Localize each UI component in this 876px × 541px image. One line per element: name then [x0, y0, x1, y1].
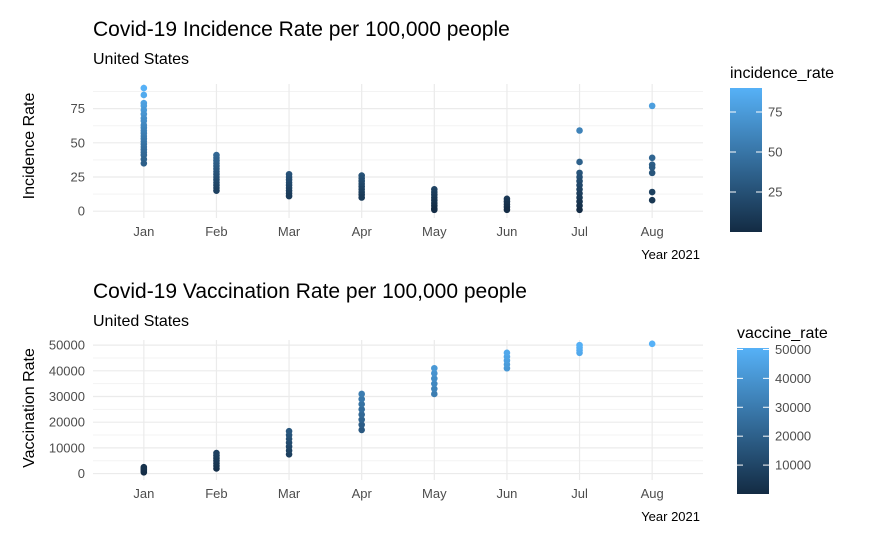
x-tick-label: May: [422, 224, 447, 239]
x-tick-label: Jul: [571, 486, 588, 501]
data-point: [431, 375, 438, 382]
data-point: [431, 380, 438, 387]
legend-tick-label: 50: [768, 145, 782, 160]
legend-tick-label: 40000: [775, 371, 811, 386]
data-point: [576, 341, 583, 349]
y-axis-label: Incidence Rate: [21, 93, 38, 200]
x-tick-label: Mar: [278, 486, 301, 501]
color-bar: [730, 88, 762, 232]
x-axis-label: Year 2021: [641, 509, 700, 524]
data-point: [648, 169, 656, 177]
data-point: [648, 188, 656, 196]
legend-tick-label: 30000: [775, 400, 811, 415]
data-point: [213, 449, 220, 457]
data-point: [285, 427, 293, 435]
x-tick-label: Apr: [352, 486, 373, 501]
vaccination-chart: Covid-19 Vaccination Rate per 100,000 pe…: [21, 280, 828, 524]
y-axis-label: Vaccination Rate: [21, 348, 38, 468]
data-point: [140, 91, 148, 99]
chart-subtitle: United States: [93, 51, 189, 68]
x-tick-label: Jul: [571, 224, 588, 239]
legend-tick-label: 75: [768, 105, 782, 120]
data-point: [431, 390, 438, 398]
data-point: [358, 395, 365, 403]
data-point: [358, 406, 365, 413]
data-point: [503, 349, 511, 357]
data-point: [648, 102, 656, 110]
y-tick-label: 50: [71, 135, 85, 150]
data-point: [140, 160, 148, 167]
legend-title: incidence_rate: [730, 65, 834, 82]
chart-title: Covid-19 Incidence Rate per 100,000 peop…: [93, 18, 510, 41]
x-axis-label: Year 2021: [641, 247, 700, 262]
data-point: [213, 187, 220, 194]
data-point: [358, 426, 365, 434]
x-tick-label: Aug: [641, 486, 664, 501]
y-tick-label: 0: [78, 466, 85, 481]
x-tick-label: Jun: [496, 224, 517, 239]
data-point: [431, 206, 438, 214]
x-tick-label: Mar: [278, 224, 301, 239]
y-tick-label: 40000: [49, 363, 85, 378]
chart-subtitle: United States: [93, 313, 189, 330]
color-bar: [737, 348, 769, 494]
legend-tick-label: 10000: [775, 458, 811, 473]
y-tick-label: 30000: [49, 389, 85, 404]
data-point: [358, 411, 365, 418]
x-tick-label: Aug: [641, 224, 664, 239]
y-tick-label: 75: [71, 101, 85, 116]
incidence-chart: Covid-19 Incidence Rate per 100,000 peop…: [21, 18, 834, 262]
data-point: [431, 364, 438, 372]
x-tick-label: Apr: [352, 224, 373, 239]
data-point: [285, 192, 293, 200]
legend-tick-label: 20000: [775, 429, 811, 444]
data-point: [576, 158, 583, 166]
legend-tick-label: 25: [768, 185, 782, 200]
data-point: [648, 154, 656, 162]
data-point: [358, 390, 365, 398]
y-tick-label: 25: [71, 169, 85, 184]
y-tick-label: 20000: [49, 415, 85, 430]
data-point: [503, 206, 511, 214]
data-point: [576, 206, 583, 214]
data-point: [648, 340, 656, 348]
data-point: [358, 416, 365, 423]
y-tick-label: 10000: [49, 440, 85, 455]
chart-title: Covid-19 Vaccination Rate per 100,000 pe…: [93, 280, 527, 303]
legend-title: vaccine_rate: [737, 325, 828, 342]
data-point: [431, 385, 438, 393]
y-tick-label: 0: [78, 204, 85, 219]
data-point: [358, 194, 365, 201]
data-point: [358, 400, 365, 408]
x-tick-label: May: [422, 486, 447, 501]
y-tick-label: 50000: [49, 338, 85, 353]
data-point: [140, 463, 148, 471]
data-point: [140, 84, 148, 92]
data-point: [431, 370, 438, 377]
x-tick-label: Jan: [133, 486, 154, 501]
data-point: [576, 127, 583, 134]
data-point: [648, 164, 656, 171]
x-tick-label: Feb: [205, 486, 227, 501]
x-tick-label: Jun: [496, 486, 517, 501]
x-tick-label: Jan: [133, 224, 154, 239]
data-point: [648, 196, 656, 204]
data-point: [358, 421, 365, 429]
legend-tick-label: 50000: [775, 342, 811, 357]
x-tick-label: Feb: [205, 224, 227, 239]
